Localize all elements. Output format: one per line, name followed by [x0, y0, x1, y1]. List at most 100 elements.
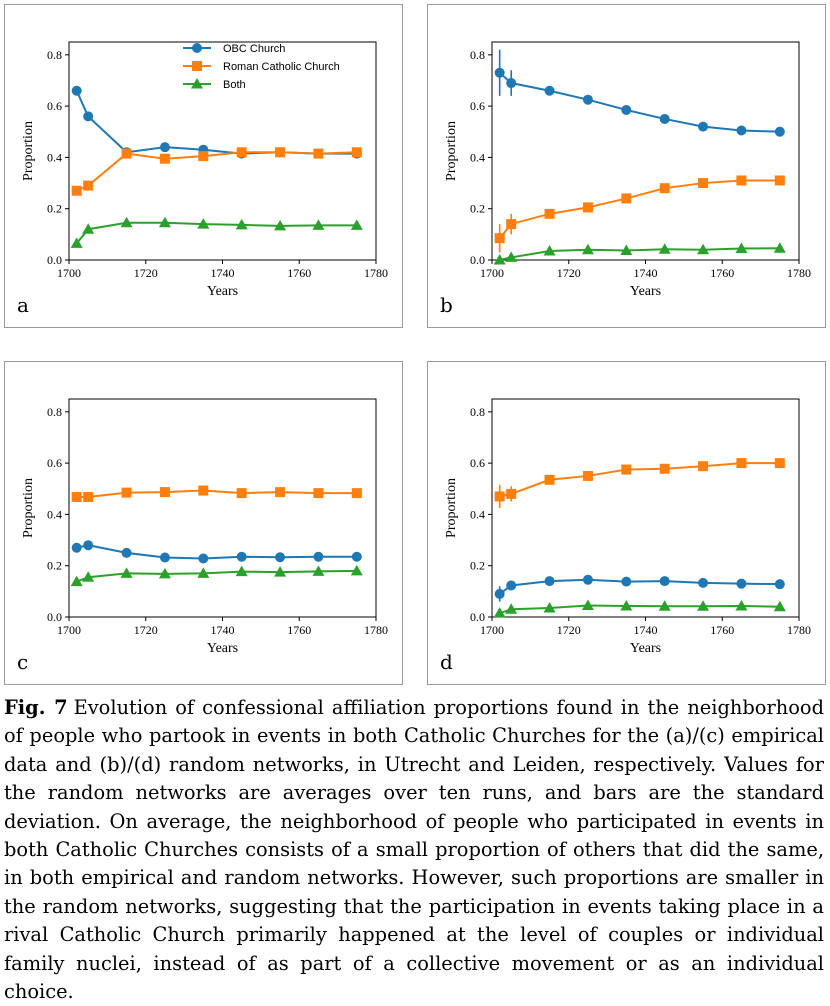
- line-roman-catholic-church: [499, 462, 780, 498]
- chart-b: 1700 1720 1740 1760 1780 0.0 0.2 0.4 0.6 0.8 Years…: [444, 41, 811, 299]
- point-both: [274, 566, 287, 577]
- point-roman-catholic-church: [494, 491, 505, 502]
- point-roman-catholic-church: [659, 183, 670, 194]
- point-roman-catholic-church: [659, 463, 670, 474]
- point-obc-church: [698, 577, 709, 588]
- y-tick-label: 0.0: [47, 610, 62, 624]
- x-tick-label: 1740: [211, 266, 235, 280]
- y-tick-label: 0.2: [47, 202, 62, 216]
- point-both: [620, 599, 633, 611]
- x-tick-label: 1760: [287, 623, 311, 637]
- y-tick-label: 0.2: [470, 202, 485, 216]
- point-roman-catholic-church: [159, 487, 170, 498]
- point-roman-catholic-church: [198, 151, 209, 162]
- figure-caption: Fig. 7 Evolution of confessional affiliat…: [4, 694, 824, 1006]
- point-roman-catholic-church: [582, 470, 593, 481]
- point-obc-church: [275, 552, 286, 563]
- plot-frame: [491, 41, 800, 261]
- series-roman-catholic-church: [494, 458, 785, 508]
- point-both: [235, 218, 248, 230]
- x-axis-label: Years: [207, 641, 238, 656]
- point-roman-catholic-church: [736, 458, 747, 469]
- y-tick-label: 0.8: [470, 405, 485, 419]
- point-obc-church: [736, 578, 747, 589]
- point-obc-church: [71, 542, 82, 553]
- point-both: [82, 223, 95, 234]
- point-roman-catholic-church: [71, 491, 82, 502]
- x-tick-label: 1780: [364, 623, 388, 637]
- point-obc-church: [121, 547, 132, 558]
- point-roman-catholic-church: [544, 474, 555, 485]
- x-axis-label: Years: [630, 284, 661, 299]
- point-both: [120, 216, 133, 228]
- y-tick-label: 0.6: [470, 456, 485, 470]
- point-obc-church: [506, 580, 517, 591]
- point-both: [505, 603, 518, 614]
- y-tick-label: 0.4: [470, 150, 485, 164]
- point-obc-church: [774, 126, 785, 137]
- series-both: [70, 564, 363, 587]
- x-axis-label: Years: [207, 284, 238, 299]
- point-both: [70, 575, 83, 587]
- point-both: [697, 600, 710, 611]
- point-obc-church: [582, 574, 593, 585]
- x-tick-label: 1740: [634, 623, 658, 637]
- y-tick-label: 0.6: [47, 456, 62, 470]
- point-roman-catholic-church: [313, 488, 324, 499]
- point-both: [493, 607, 506, 618]
- point-obc-church: [659, 113, 670, 124]
- y-axis-label: Proportion: [444, 478, 459, 538]
- legend-label-roman-catholic-church: Roman Catholic Church: [223, 61, 340, 73]
- series-both: [493, 599, 786, 618]
- series-both: [493, 242, 786, 265]
- point-roman-catholic-church: [198, 485, 209, 496]
- point-roman-catholic-church: [774, 458, 785, 469]
- point-roman-catholic-church: [71, 185, 82, 196]
- panel-letter-d: d: [440, 650, 453, 674]
- chart-c: 1700 1720 1740 1760 1780 0.0 0.2 0.4 0.6 0.8 Years…: [21, 398, 388, 656]
- point-both: [620, 244, 633, 256]
- point-obc-church: [83, 111, 94, 122]
- point-both: [274, 219, 287, 231]
- point-both: [735, 242, 748, 253]
- point-both: [197, 567, 210, 578]
- point-both: [505, 251, 518, 262]
- point-obc-church: [494, 588, 505, 599]
- line-obc-church: [499, 72, 780, 133]
- x-tick-label: 1760: [710, 623, 734, 637]
- chart-panel-d: 1700 1720 1740 1760 1780 0.0 0.2 0.4 0.6 0.8 Years…: [427, 361, 826, 685]
- point-obc-church: [236, 551, 247, 562]
- plot-frame: [68, 398, 377, 618]
- chart-d: 1700 1720 1740 1760 1780 0.0 0.2 0.4 0.6 0.8 Years…: [444, 398, 811, 656]
- x-tick-label: 1700: [57, 623, 81, 637]
- y-tick-label: 0.8: [47, 48, 62, 62]
- y-axis-label: Proportion: [444, 121, 459, 181]
- chart-panel-c: 1700 1720 1740 1760 1780 0.0 0.2 0.4 0.6 0.8 Years…: [4, 361, 403, 685]
- caption-text: Evolution of confessional affiliation pr…: [4, 696, 824, 1004]
- y-tick-label: 0.8: [470, 48, 485, 62]
- point-roman-catholic-church: [582, 202, 593, 213]
- point-both: [197, 218, 210, 229]
- point-both: [235, 565, 248, 577]
- point-both: [70, 237, 83, 248]
- y-tick-label: 0.2: [47, 559, 62, 573]
- point-both: [158, 567, 171, 579]
- point-both: [735, 599, 748, 611]
- point-obc-church: [71, 85, 82, 96]
- point-roman-catholic-church: [236, 488, 247, 499]
- y-tick-label: 0.0: [470, 610, 485, 624]
- point-obc-church: [159, 552, 170, 563]
- legend-label-both: Both: [223, 79, 246, 91]
- point-roman-catholic-church: [121, 148, 132, 159]
- point-obc-church: [159, 142, 170, 153]
- point-roman-catholic-church: [506, 219, 517, 230]
- point-obc-church: [544, 85, 555, 96]
- point-roman-catholic-church: [351, 488, 362, 499]
- point-roman-catholic-church: [159, 153, 170, 164]
- point-both: [543, 602, 556, 613]
- x-tick-label: 1700: [57, 266, 81, 280]
- point-roman-catholic-church: [313, 148, 324, 159]
- point-roman-catholic-church: [698, 461, 709, 472]
- x-tick-label: 1780: [787, 623, 811, 637]
- legend-marker-obc-church: [192, 43, 202, 53]
